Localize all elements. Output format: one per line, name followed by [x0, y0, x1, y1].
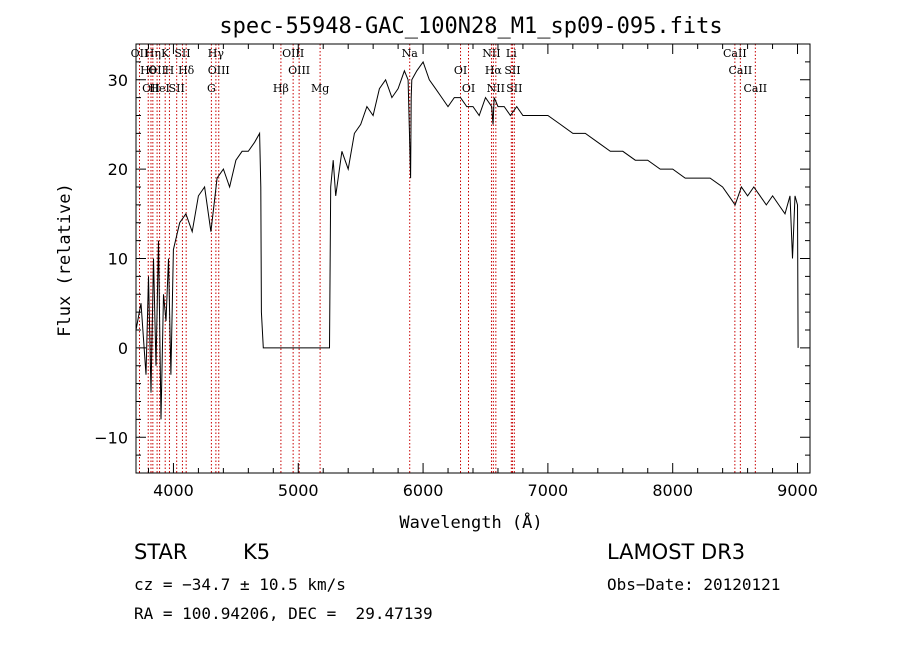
line-label-hα: Hα	[485, 64, 503, 77]
line-label-g: G	[207, 82, 216, 95]
line-label-na: Na	[402, 47, 419, 60]
line-label-sii: SII	[506, 82, 522, 95]
line-label-hη: Hη	[145, 47, 161, 60]
x-tick-label: 5000	[278, 481, 319, 500]
y-tick-label: 30	[108, 71, 128, 90]
y-axis-label: Flux (relative)	[55, 183, 75, 337]
line-label-li: Li	[506, 47, 517, 60]
y-axis-ticks: −10 0 10 20 30	[94, 43, 810, 474]
line-label-caii: CaII	[723, 47, 747, 60]
line-label-hei: HeI	[149, 82, 169, 95]
y-tick-label: −10	[94, 428, 128, 447]
object-subclass: K5	[243, 540, 271, 564]
x-tick-label: 7000	[528, 481, 569, 500]
line-label-hγ: Hγ	[208, 47, 225, 60]
y-tick-label: 0	[118, 339, 128, 358]
emission-line-labels: OIIHθOIIHηOIIHeIKHSIISIIHδGHγOIIIHβOIIIO…	[131, 47, 768, 95]
y-tick-label: 10	[108, 250, 128, 269]
line-label-hδ: Hδ	[178, 64, 195, 77]
x-axis-ticks: 4000 5000 6000 7000 8000 9000	[147, 44, 818, 500]
line-label-oiii: OIII	[288, 64, 310, 77]
line-label-caii: CaII	[743, 82, 767, 95]
x-axis-label: Wavelength (Å)	[399, 511, 542, 533]
y-tick-label: 20	[108, 160, 128, 179]
line-label-sii: SII	[174, 47, 190, 60]
line-label-caii: CaII	[729, 64, 753, 77]
emission-line-markers	[138, 44, 756, 473]
plot-frame	[135, 43, 811, 474]
line-label-oii: OII	[148, 64, 166, 77]
line-label-h: H	[165, 64, 175, 77]
line-label-mg: Mg	[311, 82, 329, 95]
object-class: STAR	[134, 540, 188, 564]
line-label-oii: OII	[142, 82, 160, 95]
coordinates: RA = 100.94206, DEC = 29.47139	[134, 604, 433, 623]
line-label-sii: SII	[169, 82, 185, 95]
line-label-oiii: OIII	[282, 47, 304, 60]
line-label-nii: NII	[482, 47, 500, 60]
line-label-oiii: OIII	[208, 64, 230, 77]
line-label-k: K	[161, 47, 170, 60]
line-label-hθ: Hθ	[140, 64, 157, 77]
redshift-cz: cz = −34.7 ± 10.5 km/s	[134, 575, 346, 594]
chart-title: spec-55948-GAC_100N28_M1_sp09-095.fits	[219, 14, 722, 39]
obs-date: Obs−Date: 20120121	[607, 575, 781, 594]
line-label-oi: OI	[462, 82, 475, 95]
x-tick-label: 9000	[777, 481, 818, 500]
line-label-oi: OI	[454, 64, 467, 77]
survey-name: LAMOST DR3	[607, 540, 746, 564]
line-label-hβ: Hβ	[273, 82, 289, 95]
spectrum-line	[135, 60, 799, 420]
x-tick-label: 4000	[153, 481, 194, 500]
line-label-sii: SII	[504, 64, 520, 77]
x-tick-label: 8000	[652, 481, 693, 500]
line-label-nii: NII	[487, 82, 505, 95]
x-tick-label: 6000	[403, 481, 444, 500]
line-label-oii: OII	[131, 47, 149, 60]
